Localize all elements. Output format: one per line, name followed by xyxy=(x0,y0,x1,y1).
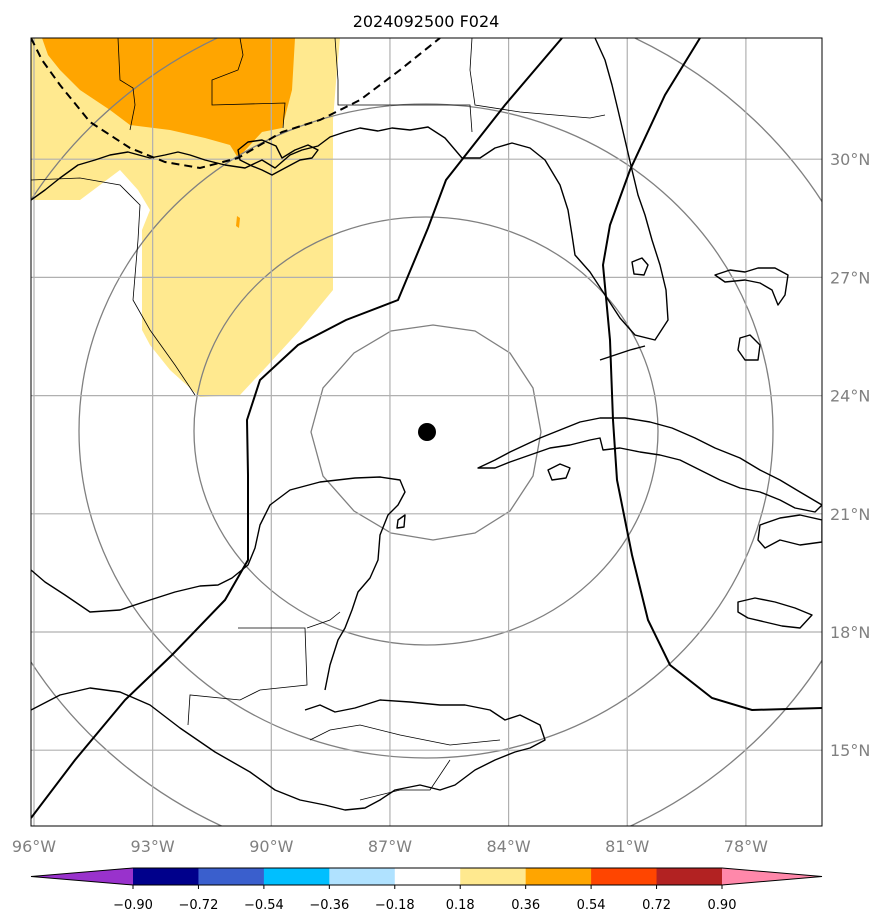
track-west-bound xyxy=(31,38,563,819)
range-ring-2 xyxy=(193,216,659,646)
map-frame xyxy=(30,37,823,827)
coast-central-america xyxy=(31,687,546,811)
colorbar-tick-label: −0.36 xyxy=(309,898,349,913)
colorbar-tick-label: 0.18 xyxy=(446,898,475,913)
range-rings xyxy=(31,38,822,826)
colorbar-tick-label: 0.72 xyxy=(642,898,671,913)
border-belize xyxy=(306,611,341,629)
latitude-labels: 15°N 18°N 21°N 24°N 27°N 30°N xyxy=(830,150,870,760)
coastlines xyxy=(31,38,822,811)
track-east-bound xyxy=(601,38,822,712)
colorbar-extend-high xyxy=(722,868,822,885)
storm-center-marker xyxy=(418,423,436,441)
coast-hispaniola xyxy=(757,514,822,549)
field-orange xyxy=(42,38,295,158)
coast-cuba xyxy=(477,417,822,513)
coast-cozumel xyxy=(396,514,406,529)
lon-tick-label: 90°W xyxy=(249,837,293,856)
lat-tick-label: 21°N xyxy=(830,505,870,524)
colorbar-tick-label: 0.36 xyxy=(511,898,540,913)
colorbar-tick-label: 0.90 xyxy=(708,898,737,913)
colorbar-segment xyxy=(198,868,265,885)
lat-tick-label: 18°N xyxy=(830,623,870,642)
lat-tick-label: 24°N xyxy=(830,387,870,406)
colorbar-segment xyxy=(329,868,396,885)
border-texas-louisiana xyxy=(117,38,136,131)
colorbar-tick-label: −0.54 xyxy=(244,898,284,913)
border-louisiana-mississippi xyxy=(211,38,286,129)
lon-tick-label: 81°W xyxy=(605,837,649,856)
colorbar: −0.90 −0.72 −0.54 −0.36 −0.18 0.18 0.36 0.54 0.7… xyxy=(30,867,823,913)
state-boundaries xyxy=(31,38,606,801)
colorbar-segment xyxy=(394,868,461,885)
border-nicaragua xyxy=(359,759,451,801)
longitude-labels: 96°W 93°W 90°W 87°W 84°W 81°W 78°W xyxy=(12,837,768,856)
border-guatemala-mexico xyxy=(187,627,308,726)
lon-tick-label: 96°W xyxy=(12,837,56,856)
coast-bahamas-andros xyxy=(737,334,761,361)
lat-tick-label: 15°N xyxy=(830,741,870,760)
colorbar-segment xyxy=(460,868,527,885)
border-honduras xyxy=(309,724,501,746)
border-georgia-florida xyxy=(469,38,606,119)
lon-tick-label: 84°W xyxy=(487,837,531,856)
coast-jamaica xyxy=(737,597,813,629)
lon-tick-label: 78°W xyxy=(724,837,768,856)
border-alabama-florida xyxy=(334,38,473,133)
border-mexico-usa xyxy=(31,177,196,396)
colorbar-segment xyxy=(525,868,592,885)
colorbar-segment xyxy=(656,868,723,885)
coast-mississippi-delta xyxy=(237,139,319,176)
lon-tick-label: 87°W xyxy=(368,837,412,856)
range-ring-3 xyxy=(78,103,774,759)
gridlines xyxy=(31,38,822,826)
coast-gulf-north xyxy=(31,38,669,341)
colorbar-tick-label: −0.72 xyxy=(179,898,219,913)
colorbar-extend-low xyxy=(31,868,133,885)
coast-lake-okeechobee xyxy=(631,257,649,276)
lon-tick-label: 93°W xyxy=(131,837,175,856)
map-title: 2024092500 F024 xyxy=(353,12,500,31)
colorbar-tick-label: −0.18 xyxy=(375,898,415,913)
range-ring-1 xyxy=(310,324,542,541)
lat-tick-label: 30°N xyxy=(830,150,870,169)
shaded-field xyxy=(31,38,340,397)
colorbar-tick-label: 0.54 xyxy=(577,898,606,913)
field-orange-spot xyxy=(236,216,240,228)
coast-florida-keys xyxy=(599,345,646,361)
colorbar-segment xyxy=(591,868,658,885)
colorbar-tick-label: −0.90 xyxy=(113,898,153,913)
coast-bahamas-north xyxy=(714,267,789,306)
colorbar-segment xyxy=(263,868,330,885)
track-lines xyxy=(31,38,822,819)
colorbar-segment xyxy=(133,868,199,885)
coast-yucatan xyxy=(31,476,406,691)
lat-tick-label: 27°N xyxy=(830,268,870,287)
coast-isla-juventud xyxy=(547,463,571,481)
map-plot-area xyxy=(31,38,822,826)
contour-dashed xyxy=(31,38,441,170)
